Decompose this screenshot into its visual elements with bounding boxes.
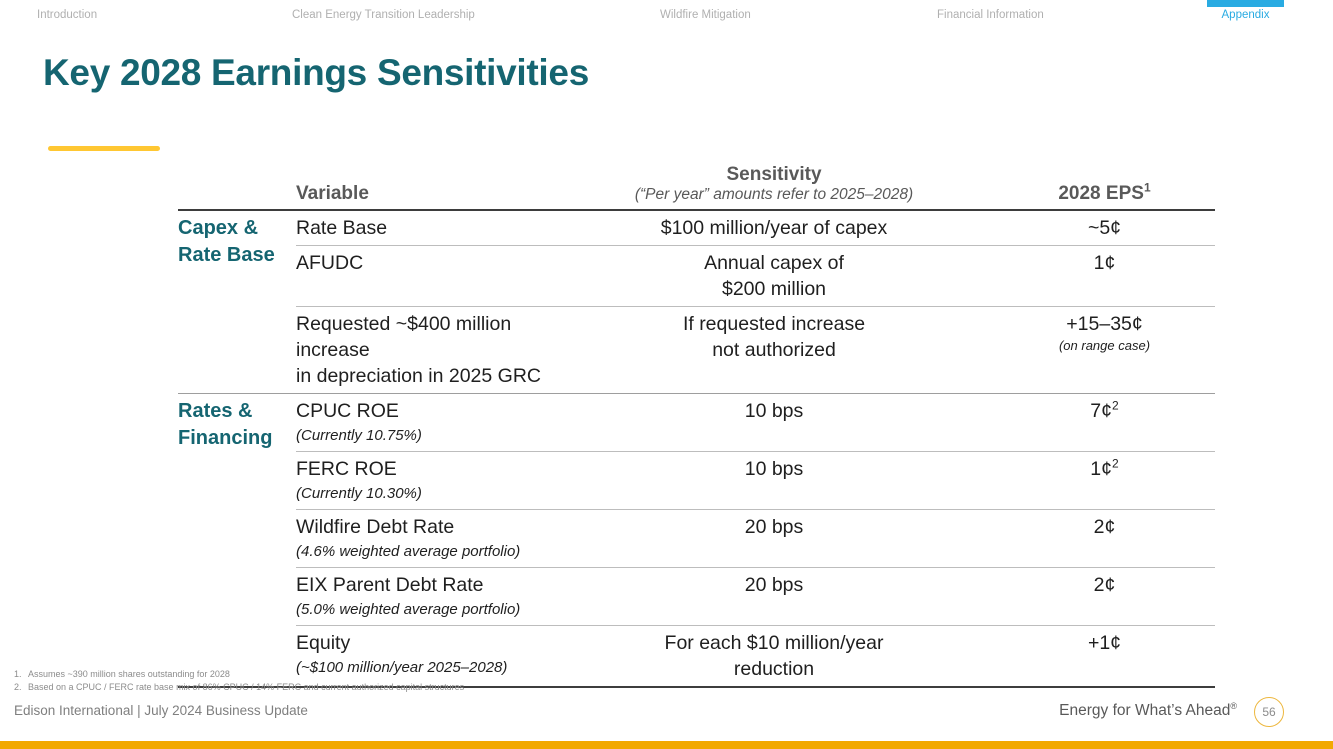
footnote-2: 2. Based on a CPUC / FERC rate base mix o…: [14, 682, 465, 692]
title-underline: [48, 146, 160, 151]
group-label: Rates & Financing: [178, 400, 273, 449]
sensitivity-header-label: Sensitivity: [726, 164, 822, 185]
column-header-eps: 2028 EPS1: [1058, 180, 1151, 204]
table-row: FERC ROE (Currently 10.30%) 10 bps 1¢2: [296, 451, 1215, 509]
table-row: Equity (~$100 million/year 2025–2028) Fo…: [296, 625, 1215, 686]
nav-item-wildfire-mitigation[interactable]: Wildfire Mitigation: [660, 9, 751, 21]
bottom-accent-bar: [0, 741, 1333, 749]
nav-item-financial-information[interactable]: Financial Information: [937, 9, 1044, 21]
table-row: CPUC ROE (Currently 10.75%) 10 bps 7¢2: [296, 398, 1119, 445]
table-row: Wildfire Debt Rate (4.6% weighted averag…: [296, 509, 1215, 567]
table-group-rates-financing: Rates & Financing CPUC ROE (Currently 10…: [178, 393, 1215, 686]
nav-item-appendix[interactable]: Appendix: [1221, 9, 1270, 21]
appendix-active-indicator: [1207, 0, 1284, 7]
sensitivities-table: Variable Sensitivity (“Per year” amounts…: [178, 164, 1215, 688]
page-title: Key 2028 Earnings Sensitivities: [43, 52, 589, 93]
footnotes: 1. Assumes ~390 million shares outstandin…: [14, 668, 464, 694]
group-label: Capex & Rate Base: [178, 217, 275, 266]
nav-item-introduction[interactable]: Introduction: [37, 9, 98, 21]
eps-header-footnote-ref: 1: [1143, 180, 1151, 195]
column-header-variable: Variable: [296, 183, 369, 204]
table-row: Requested ~$400 million increase in depr…: [296, 306, 1215, 393]
table-row: AFUDC Annual capex of $200 million 1¢: [296, 245, 1215, 306]
table-header-row: Variable Sensitivity (“Per year” amounts…: [178, 164, 1215, 211]
nav-item-clean-energy[interactable]: Clean Energy Transition Leadership: [292, 9, 475, 21]
footnote-1: 1. Assumes ~390 million shares outstandin…: [14, 669, 230, 679]
registered-mark: ®: [1230, 700, 1237, 711]
footer-source-label: Edison International | July 2024 Busines…: [14, 703, 308, 718]
page-number-badge: 56: [1254, 697, 1284, 727]
table-group-capex-rate-base: Capex & Rate Base Rate Base $100 million…: [178, 211, 1215, 393]
table-row: Rate Base $100 million/year of capex ~5¢: [296, 217, 1122, 239]
column-header-sensitivity: Sensitivity (“Per year” amounts refer to…: [554, 164, 994, 205]
brand-tagline: Energy for What’s Ahead®: [1059, 700, 1237, 719]
table-row: EIX Parent Debt Rate (5.0% weighted aver…: [296, 567, 1215, 625]
sensitivity-header-note: (“Per year” amounts refer to 2025–2028): [634, 186, 914, 203]
